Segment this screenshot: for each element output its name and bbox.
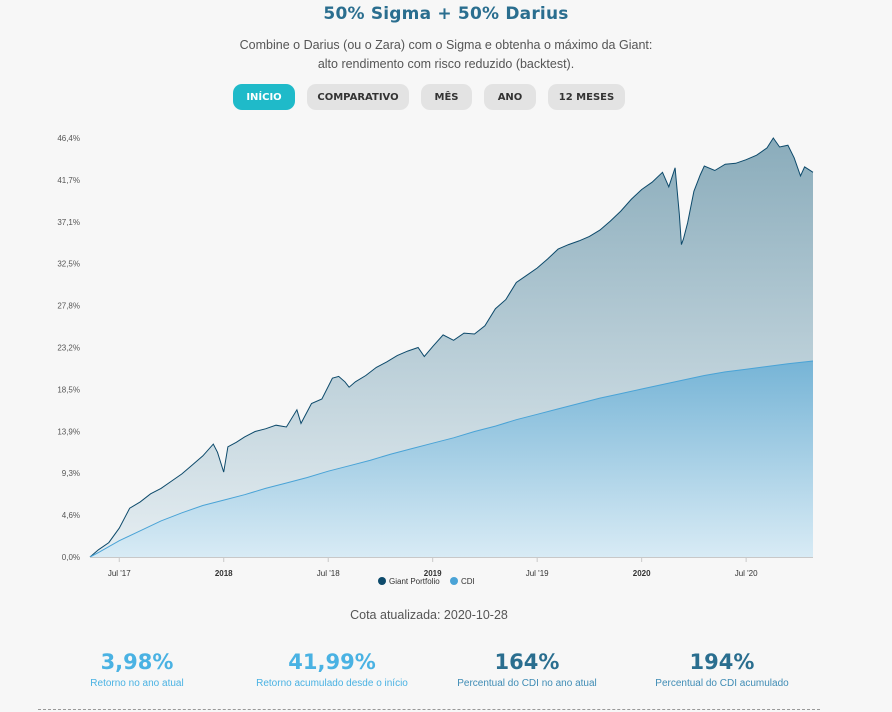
stat-ytd-return: 3,98% Retorno no ano atual <box>37 648 237 692</box>
updated-date: Cota atualizada: 2020-10-28 <box>350 608 508 622</box>
y-tick-label: 37,1% <box>57 218 80 227</box>
y-tick-label: 18,5% <box>57 385 80 394</box>
cdi-area <box>90 361 813 557</box>
y-tick-label: 46,4% <box>57 134 80 143</box>
legend-giant-label: Giant Portfolio <box>389 577 440 586</box>
legend-item-giant[interactable]: Giant Portfolio <box>378 577 440 586</box>
cdi-line <box>89 360 814 558</box>
y-tick-label: 13,9% <box>57 427 80 436</box>
page-title: 50% Sigma + 50% Darius <box>323 4 569 24</box>
x-tick-label: Jul '17 <box>108 569 131 578</box>
stat-value: 3,98% <box>100 650 174 674</box>
stat-value: 41,99% <box>288 650 376 674</box>
y-tick-label: 41,7% <box>57 176 80 185</box>
stat-cumulative-return: 41,99% Retorno acumulado desde o início <box>232 648 432 692</box>
legend-cdi-marker <box>449 577 458 585</box>
stat-cdi-cumulative: 194% Percentual do CDI acumulado <box>622 648 822 692</box>
y-tick-label: 23,2% <box>57 344 80 353</box>
stat-label: Percentual do CDI no ano atual <box>457 678 597 689</box>
x-tick-label: Jul '18 <box>317 569 340 578</box>
stat-label: Retorno acumulado desde o início <box>256 678 408 689</box>
section-divider <box>38 709 820 710</box>
x-tick-label: Jul '19 <box>526 569 549 578</box>
stat-cdi-ytd: 164% Percentual do CDI no ano atual <box>427 648 627 692</box>
y-tick-label: 27,8% <box>57 302 80 311</box>
legend-cdi-label: CDI <box>460 577 475 586</box>
tab-12-meses[interactable]: 12 MESES <box>548 84 625 110</box>
y-tick-label: 9,3% <box>62 469 80 478</box>
subtitle-line-1: Combine o Darius (ou o Zara) com o Sigma… <box>239 38 653 52</box>
performance-chart: 0,0% 4,6% 9,3% 13,9% 18,5% 23,2% 27,8% 32,5% 37,… <box>57 134 814 578</box>
x-tick-label: 2018 <box>215 569 233 578</box>
giant-portfolio-line <box>89 137 814 558</box>
page-subtitle: Combine o Darius (ou o Zara) com o Sigma… <box>0 36 892 74</box>
period-tabs: INÍCIO COMPARATIVO MÊS ANO 12 MESES <box>0 84 892 110</box>
tab-mes[interactable]: MÊS <box>421 84 472 110</box>
x-axis: Jul '17 2018 Jul '18 2019 Jul '19 2020 Jul '20 <box>108 557 758 578</box>
stat-label: Retorno no ano atual <box>90 678 184 689</box>
subtitle-line-2: alto rendimento com risco reduzido (back… <box>317 57 575 71</box>
stat-label: Percentual do CDI acumulado <box>655 678 789 689</box>
x-tick-label: Jul '20 <box>735 569 758 578</box>
tab-ano[interactable]: ANO <box>484 84 536 110</box>
y-axis: 0,0% 4,6% 9,3% 13,9% 18,5% 23,2% 27,8% 32,5% 37,… <box>57 134 80 562</box>
tab-comparativo[interactable]: COMPARATIVO <box>307 84 409 110</box>
legend-item-cdi[interactable]: CDI <box>449 577 475 586</box>
stat-value: 164% <box>494 650 560 674</box>
x-tick-label: 2019 <box>424 569 442 578</box>
y-tick-label: 0,0% <box>62 553 80 562</box>
x-tick-label: 2020 <box>633 569 651 578</box>
y-tick-label: 4,6% <box>62 511 80 520</box>
tab-inicio[interactable]: INÍCIO <box>233 84 295 110</box>
stat-value: 194% <box>689 650 755 674</box>
chart-legend: Giant Portfolio CDI <box>378 577 483 589</box>
y-tick-label: 32,5% <box>57 260 80 269</box>
legend-giant-marker <box>378 577 386 585</box>
